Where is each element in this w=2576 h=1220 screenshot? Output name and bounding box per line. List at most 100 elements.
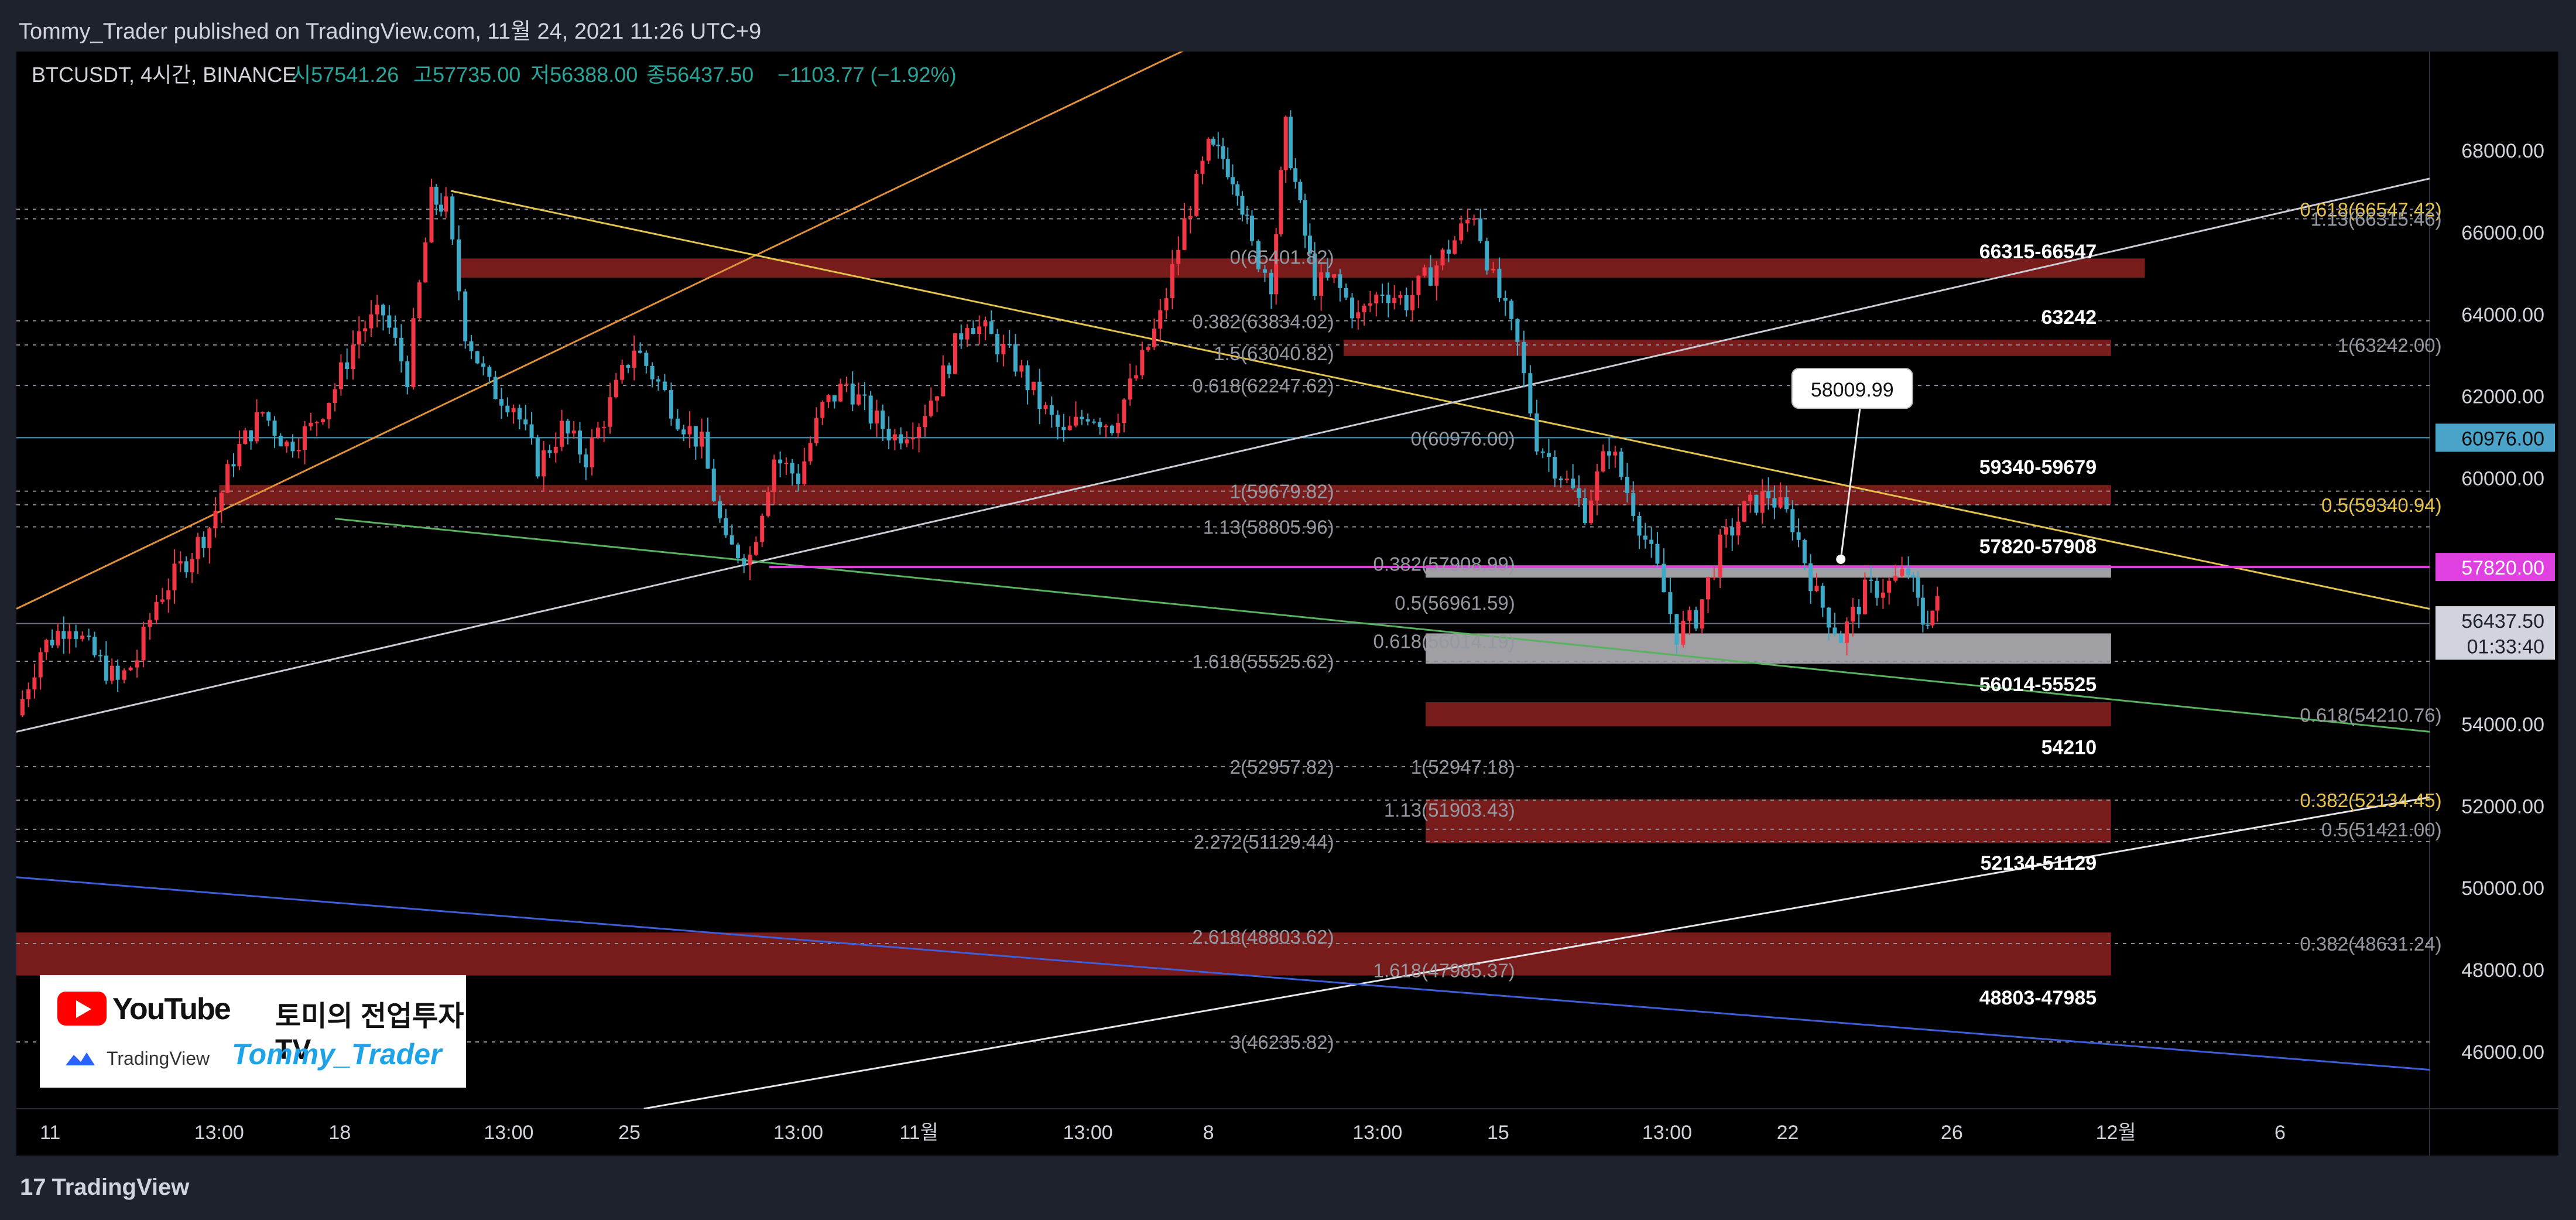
candle-body <box>560 421 564 447</box>
ohlc-value-4: −1103.77 (−1.92%) <box>777 63 957 87</box>
candle-body <box>584 454 588 467</box>
candle-body <box>838 383 843 402</box>
candle-body <box>965 328 970 340</box>
time-tick-3: 13:00 <box>484 1122 533 1144</box>
zone-6 <box>1426 799 2111 843</box>
candle-body <box>1790 509 1795 532</box>
candle-body <box>844 383 849 385</box>
fib-label-23: 0.382(52134.45) <box>2300 790 2441 811</box>
tradingview-logo[interactable]: 17 TradingView <box>20 1174 189 1201</box>
candle-body <box>1200 160 1205 174</box>
candle-body <box>1298 182 1303 200</box>
candle-body <box>1061 426 1066 430</box>
candle-body <box>505 405 510 413</box>
fib-label-20: 1(63242.00) <box>2338 334 2442 356</box>
candle-body <box>1851 606 1855 622</box>
candle-body <box>1249 216 1254 241</box>
candle-body <box>832 395 837 402</box>
zone-label-7: 48803-47985 <box>1979 987 2097 1009</box>
candle-body <box>1362 305 1366 313</box>
callout-value: 58009.99 <box>1811 379 1894 401</box>
candle-body <box>1802 539 1807 563</box>
candle-body <box>1778 497 1783 508</box>
candle-body <box>1164 298 1169 310</box>
candle-body <box>1288 117 1293 169</box>
symbol-info: BTCUSDT, 4시간, BINANCE <box>32 63 296 87</box>
candle-body <box>1031 381 1036 391</box>
candle-body <box>766 492 770 516</box>
candle-body <box>314 422 319 423</box>
candle-body <box>1122 399 1126 423</box>
price-badge-0 <box>2435 423 2555 452</box>
price-badge-text-2: 56437.50 <box>2461 610 2544 633</box>
candle-body <box>935 396 940 401</box>
candle-body <box>669 390 673 419</box>
candle-body <box>1158 310 1163 329</box>
candle-body <box>1595 471 1599 501</box>
time-tick-10: 15 <box>1487 1122 1509 1144</box>
candle-body <box>1571 479 1575 488</box>
candle-body <box>1216 144 1221 146</box>
candle-body <box>1522 341 1526 374</box>
candle-body <box>109 665 114 681</box>
candle-body <box>1528 373 1533 413</box>
candle-body <box>857 394 861 405</box>
candle-body <box>1007 343 1012 345</box>
trendline-white-lower <box>643 796 2430 1109</box>
candle-body <box>886 429 891 440</box>
candle-body <box>626 365 631 368</box>
candle-body <box>1056 415 1060 427</box>
candle-body <box>98 655 102 657</box>
candle-body <box>237 443 242 467</box>
candle-body <box>429 186 434 242</box>
candle-body <box>357 331 361 345</box>
candle-body <box>172 563 177 590</box>
candle-body <box>656 379 660 382</box>
candle-body <box>1043 405 1048 409</box>
zone-label-1: 63242 <box>2041 306 2097 329</box>
candle-body <box>87 635 91 637</box>
price-tick-7: 60000.00 <box>2461 468 2544 490</box>
publish-info: Tommy_Trader published on TradingView.co… <box>19 19 762 44</box>
fib-label-16: 1.618(47985.37) <box>1373 960 1515 982</box>
candle-body <box>693 426 698 447</box>
fib-label-5: 1(59679.82) <box>1230 481 1334 503</box>
candle-body <box>1655 544 1660 564</box>
candle-body <box>1368 303 1372 306</box>
candle-body <box>1279 170 1283 235</box>
candle-body <box>1453 240 1457 254</box>
candle-body <box>923 416 927 428</box>
candle-body <box>1319 272 1324 296</box>
candle-body <box>1146 347 1150 350</box>
time-tick-9: 13:00 <box>1352 1122 1402 1144</box>
zone-7 <box>16 932 2111 976</box>
candle-body <box>681 429 686 435</box>
candle-body <box>93 637 97 655</box>
candle-body <box>450 196 455 240</box>
candle-body <box>566 421 570 434</box>
candle-body <box>1893 576 1898 581</box>
candle-body <box>1221 146 1225 159</box>
price-badge-text-1: 57820.00 <box>2461 557 2544 579</box>
candle-body <box>1911 575 1916 577</box>
price-tick-2: 50000.00 <box>2461 877 2544 900</box>
candle-body <box>1140 350 1145 375</box>
fib-label-15: 2.618(48803.62) <box>1192 926 1334 948</box>
fib-label-22: 0.618(54210.76) <box>2300 705 2441 726</box>
fib-label-21: 0.5(59340.94) <box>2321 494 2442 516</box>
candle-body <box>620 365 625 380</box>
channel-branding: YouTube 토미의 전업투자TV TradingView Tommy_Tra… <box>40 975 466 1088</box>
candle-body <box>1534 413 1539 452</box>
candle-body <box>243 430 248 444</box>
time-tick-13: 26 <box>1941 1122 1963 1144</box>
candle-body <box>290 441 295 452</box>
channel-name: Tommy_Trader <box>232 1038 442 1071</box>
candle-body <box>1001 343 1006 355</box>
candle-body <box>493 377 498 399</box>
candle-body <box>469 341 474 351</box>
candle-body <box>1796 532 1801 540</box>
fib-label-25: 0.382(48631.24) <box>2300 933 2441 955</box>
candle-body <box>375 305 379 315</box>
time-tick-14: 12월 <box>2096 1122 2136 1144</box>
